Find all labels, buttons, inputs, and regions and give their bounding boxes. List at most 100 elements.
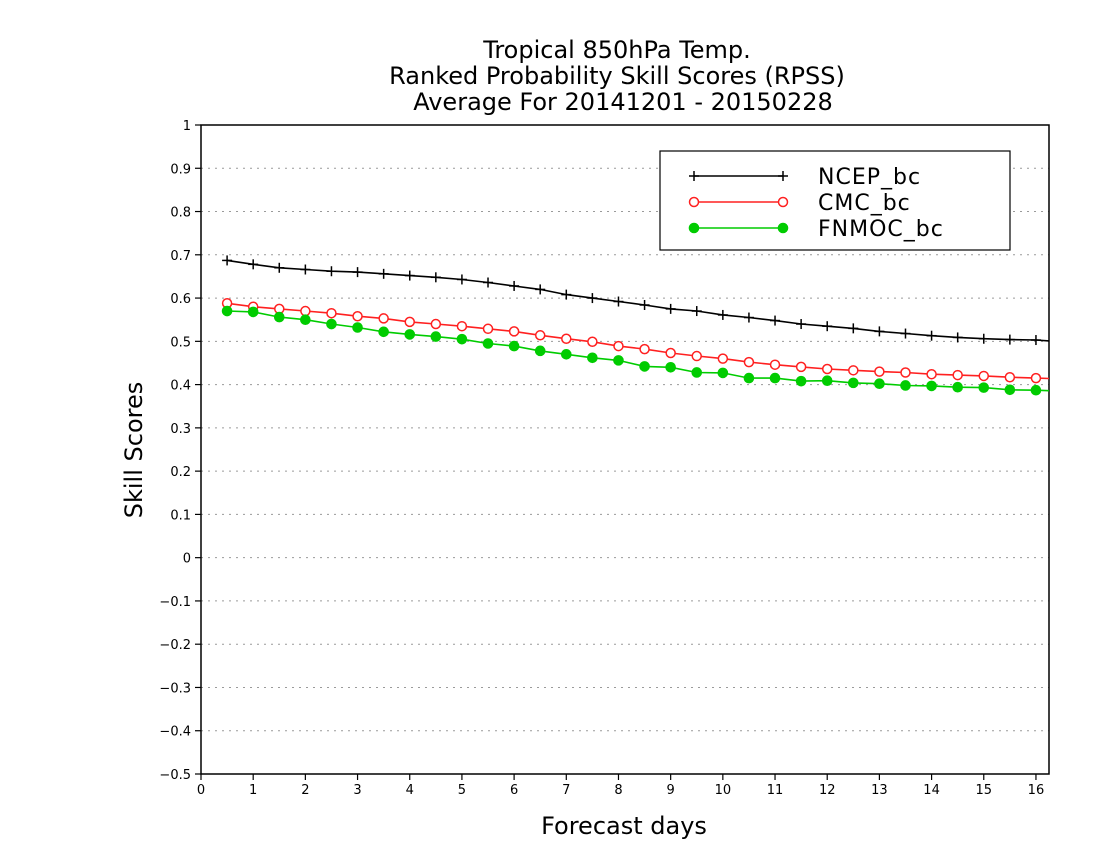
data-point [874, 326, 885, 337]
legend-marker [777, 196, 789, 208]
data-point [587, 293, 598, 304]
data-point [378, 268, 389, 279]
chart-title-line-1: Tropical 850hPa Temp. [482, 36, 751, 64]
x-tick-label: 12 [819, 783, 836, 798]
x-tick-label: 1 [249, 783, 257, 798]
data-point [1004, 384, 1016, 396]
legend-entry-FNMOC_bc: FNMOC_bc [688, 217, 943, 242]
data-point [978, 382, 990, 393]
chart-title-line-2: Ranked Probability Skill Scores (RPSS) [389, 62, 845, 90]
data-point [508, 326, 520, 337]
data-point [1030, 335, 1041, 346]
data-point [509, 280, 520, 291]
x-tick-label: 11 [767, 783, 784, 798]
y-tick-label: 1 [183, 119, 191, 134]
data-point [1004, 334, 1015, 345]
data-point [952, 381, 963, 393]
data-point [691, 350, 703, 362]
data-point [952, 332, 963, 343]
x-tick-label: 13 [871, 783, 888, 798]
x-axis-label: Forecast days [541, 812, 707, 840]
legend-marker [777, 222, 789, 234]
data-point [874, 378, 885, 390]
x-tick-label: 5 [458, 783, 466, 798]
data-point [743, 372, 755, 384]
series-FNMOC_bc [221, 305, 1050, 396]
data-point [587, 352, 598, 364]
y-tick-label: 0 [183, 552, 191, 567]
y-tick-label: 0.3 [170, 422, 191, 437]
x-tick-label: 14 [923, 783, 940, 798]
y-tick-label: −0.3 [159, 681, 191, 696]
data-point [952, 369, 963, 381]
data-point [639, 299, 650, 310]
data-point [717, 353, 729, 364]
data-point [300, 305, 311, 317]
data-point [483, 277, 494, 288]
data-point [821, 375, 833, 387]
data-point [613, 355, 624, 366]
data-point [482, 338, 494, 349]
data-point [769, 372, 781, 384]
data-point [743, 312, 754, 323]
legend-label: CMC_bc [818, 191, 911, 216]
x-tick-label: 15 [975, 783, 992, 798]
data-point [482, 323, 494, 335]
data-point [456, 274, 467, 285]
y-tick-label: −0.5 [159, 768, 191, 783]
data-point [430, 331, 442, 342]
data-point [900, 380, 911, 391]
x-tick-label: 2 [301, 783, 309, 798]
data-point [978, 333, 989, 344]
x-tick-label: 9 [667, 783, 675, 798]
data-point [456, 333, 468, 345]
data-point [404, 316, 415, 328]
legend-marker [688, 196, 700, 208]
series-CMC_bc [221, 298, 1050, 384]
legend-marker [688, 222, 700, 234]
y-tick-label: 0.7 [170, 249, 191, 264]
data-point [247, 306, 259, 318]
data-point [848, 365, 859, 376]
data-point [639, 343, 650, 355]
series-line [227, 310, 1050, 392]
data-point [978, 370, 990, 382]
data-point [326, 307, 337, 319]
data-point [717, 309, 728, 320]
data-point [769, 359, 781, 370]
data-point [534, 345, 546, 357]
x-tick-label: 16 [1028, 783, 1045, 798]
data-point [691, 306, 702, 317]
chart-title: Tropical 850hPa Temp. Ranked Probability… [389, 36, 845, 116]
data-point [926, 330, 937, 341]
axis-ticks: 1 0.9 0.8 0.7 0.6 0.5 0.4 0.3 0.2 0.1 0 −0.1 −0.2 −0.… [159, 119, 1044, 798]
data-point [221, 305, 233, 317]
data-point [352, 322, 363, 333]
data-point [560, 349, 572, 360]
y-tick-label: −0.2 [159, 638, 191, 653]
data-point [665, 347, 676, 359]
data-point [770, 315, 781, 326]
data-point [743, 356, 755, 368]
data-point [822, 321, 833, 332]
y-axis-label: Skill Scores [120, 382, 148, 519]
data-point [613, 296, 624, 307]
data-point [456, 320, 468, 332]
data-point [404, 270, 415, 281]
data-point [900, 328, 911, 339]
legend-box [659, 150, 1011, 251]
y-tick-label: 0.8 [170, 206, 191, 221]
legend-marker [689, 171, 699, 181]
data-point [222, 255, 233, 266]
data-point [561, 333, 572, 344]
y-tick-label: 0.6 [170, 292, 191, 307]
data-point [326, 266, 337, 277]
data-point [795, 375, 807, 387]
data-point [535, 284, 546, 295]
data-point [404, 329, 416, 340]
y-tick-label: −0.1 [159, 595, 191, 610]
data-point [326, 318, 337, 330]
data-point [848, 323, 859, 334]
